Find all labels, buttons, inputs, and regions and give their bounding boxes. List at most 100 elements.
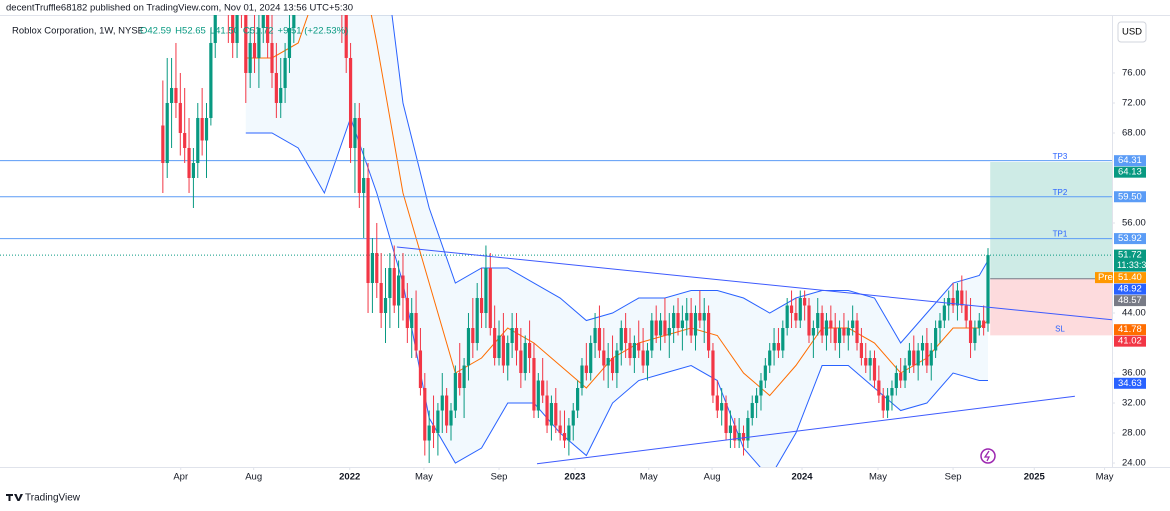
candle-body	[383, 298, 388, 314]
candle-body	[392, 268, 396, 306]
candle-body	[947, 298, 951, 306]
candle-body	[423, 388, 427, 441]
price-label: 48.57	[1118, 295, 1142, 306]
price-label: 41.78	[1118, 324, 1142, 335]
currency-button[interactable]	[1117, 21, 1147, 43]
candle-body	[619, 328, 623, 351]
candle-body	[431, 425, 436, 434]
candle-body	[955, 290, 960, 306]
candle-body	[706, 313, 711, 351]
candle-body	[746, 418, 750, 441]
candle-body	[776, 343, 781, 351]
candle-body	[576, 388, 580, 411]
brand-logo	[6, 494, 23, 501]
candle-body	[711, 350, 715, 396]
candle-body	[951, 298, 955, 306]
candle-body	[475, 298, 479, 344]
candle-body	[562, 433, 567, 441]
candle-body	[370, 253, 375, 284]
price-label-box	[1114, 295, 1146, 307]
candle-body	[912, 350, 916, 366]
y-tick-label: 24.00	[1122, 458, 1146, 469]
candle-body	[388, 268, 392, 299]
candle-body	[204, 117, 209, 141]
candle-body	[624, 328, 628, 344]
candle-body	[885, 395, 890, 411]
candle-body	[602, 350, 606, 366]
candle-body	[196, 117, 200, 163]
candle-body	[183, 132, 187, 148]
candle-body	[877, 380, 881, 396]
candle-body	[680, 320, 684, 329]
x-tick-label: Aug	[245, 472, 262, 483]
candle-body	[733, 425, 737, 441]
candle-body	[982, 320, 986, 329]
candle-body	[855, 320, 859, 344]
candle-body	[763, 365, 767, 381]
candle-body	[445, 395, 449, 426]
candle-body	[191, 162, 196, 178]
candle-body	[628, 343, 632, 359]
candle-body	[593, 328, 597, 344]
candle-body	[925, 343, 929, 366]
candle-body	[527, 343, 532, 359]
y-tick-label: 28.00	[1122, 428, 1146, 439]
candle-body	[794, 313, 798, 321]
candle-body	[274, 72, 278, 103]
stop-label: SL	[1055, 324, 1065, 333]
candle-body	[920, 343, 925, 351]
candle-body	[231, 15, 235, 43]
price-label-box	[1114, 272, 1146, 284]
candle-body	[851, 320, 855, 329]
candle-body	[820, 313, 824, 336]
candle-body	[283, 57, 287, 88]
candle-body	[824, 320, 829, 336]
candle-body	[235, 15, 239, 43]
candle-body	[645, 350, 650, 366]
candle-body	[427, 425, 431, 441]
candle-body	[584, 365, 588, 374]
candle-body	[868, 358, 872, 366]
candle-body	[689, 313, 693, 336]
axes: Apr Aug 2022 May Sep 2023 May Aug 2024 May Sep 2025…	[173, 67, 1151, 482]
candle-body	[977, 320, 981, 329]
price-label-box	[1114, 283, 1146, 295]
x-tick-label: May	[869, 472, 887, 483]
candle-body	[641, 350, 645, 366]
candle-body	[768, 350, 772, 366]
candle-body	[938, 320, 942, 329]
currency[interactable]: USD	[1122, 27, 1142, 38]
candle-body	[514, 328, 519, 351]
price-label-box	[1114, 155, 1146, 167]
candle-body	[637, 343, 641, 351]
candle-body	[663, 320, 667, 336]
candle-body	[890, 388, 894, 396]
event-icon[interactable]	[980, 448, 996, 464]
candle-body	[244, 15, 248, 73]
candle-body	[759, 380, 763, 396]
candle-body	[693, 313, 698, 336]
candle-body	[488, 268, 492, 329]
countdown: 11:33:33	[1117, 260, 1151, 270]
candle-body	[493, 328, 497, 359]
candle-body	[558, 425, 562, 434]
y-tick-label: 32.00	[1122, 398, 1146, 409]
y-tick-label: 56.00	[1122, 218, 1146, 229]
ohlc-legend: H52.65	[175, 26, 206, 37]
candle-body	[506, 343, 510, 366]
candle-body	[610, 358, 615, 374]
candle-body	[986, 255, 990, 324]
candle-body	[549, 403, 554, 426]
candle-body	[418, 350, 423, 389]
price-label: 59.50	[1118, 191, 1142, 202]
candle-body	[606, 358, 610, 366]
band-fill	[245, 15, 989, 467]
candle-body	[942, 305, 946, 321]
candle-body	[667, 328, 671, 336]
candle-body	[964, 305, 968, 321]
candle-body	[541, 380, 545, 396]
candle-body	[471, 328, 475, 344]
candle-body	[161, 125, 165, 163]
band-lower	[245, 116, 989, 467]
candle-body	[737, 433, 741, 441]
